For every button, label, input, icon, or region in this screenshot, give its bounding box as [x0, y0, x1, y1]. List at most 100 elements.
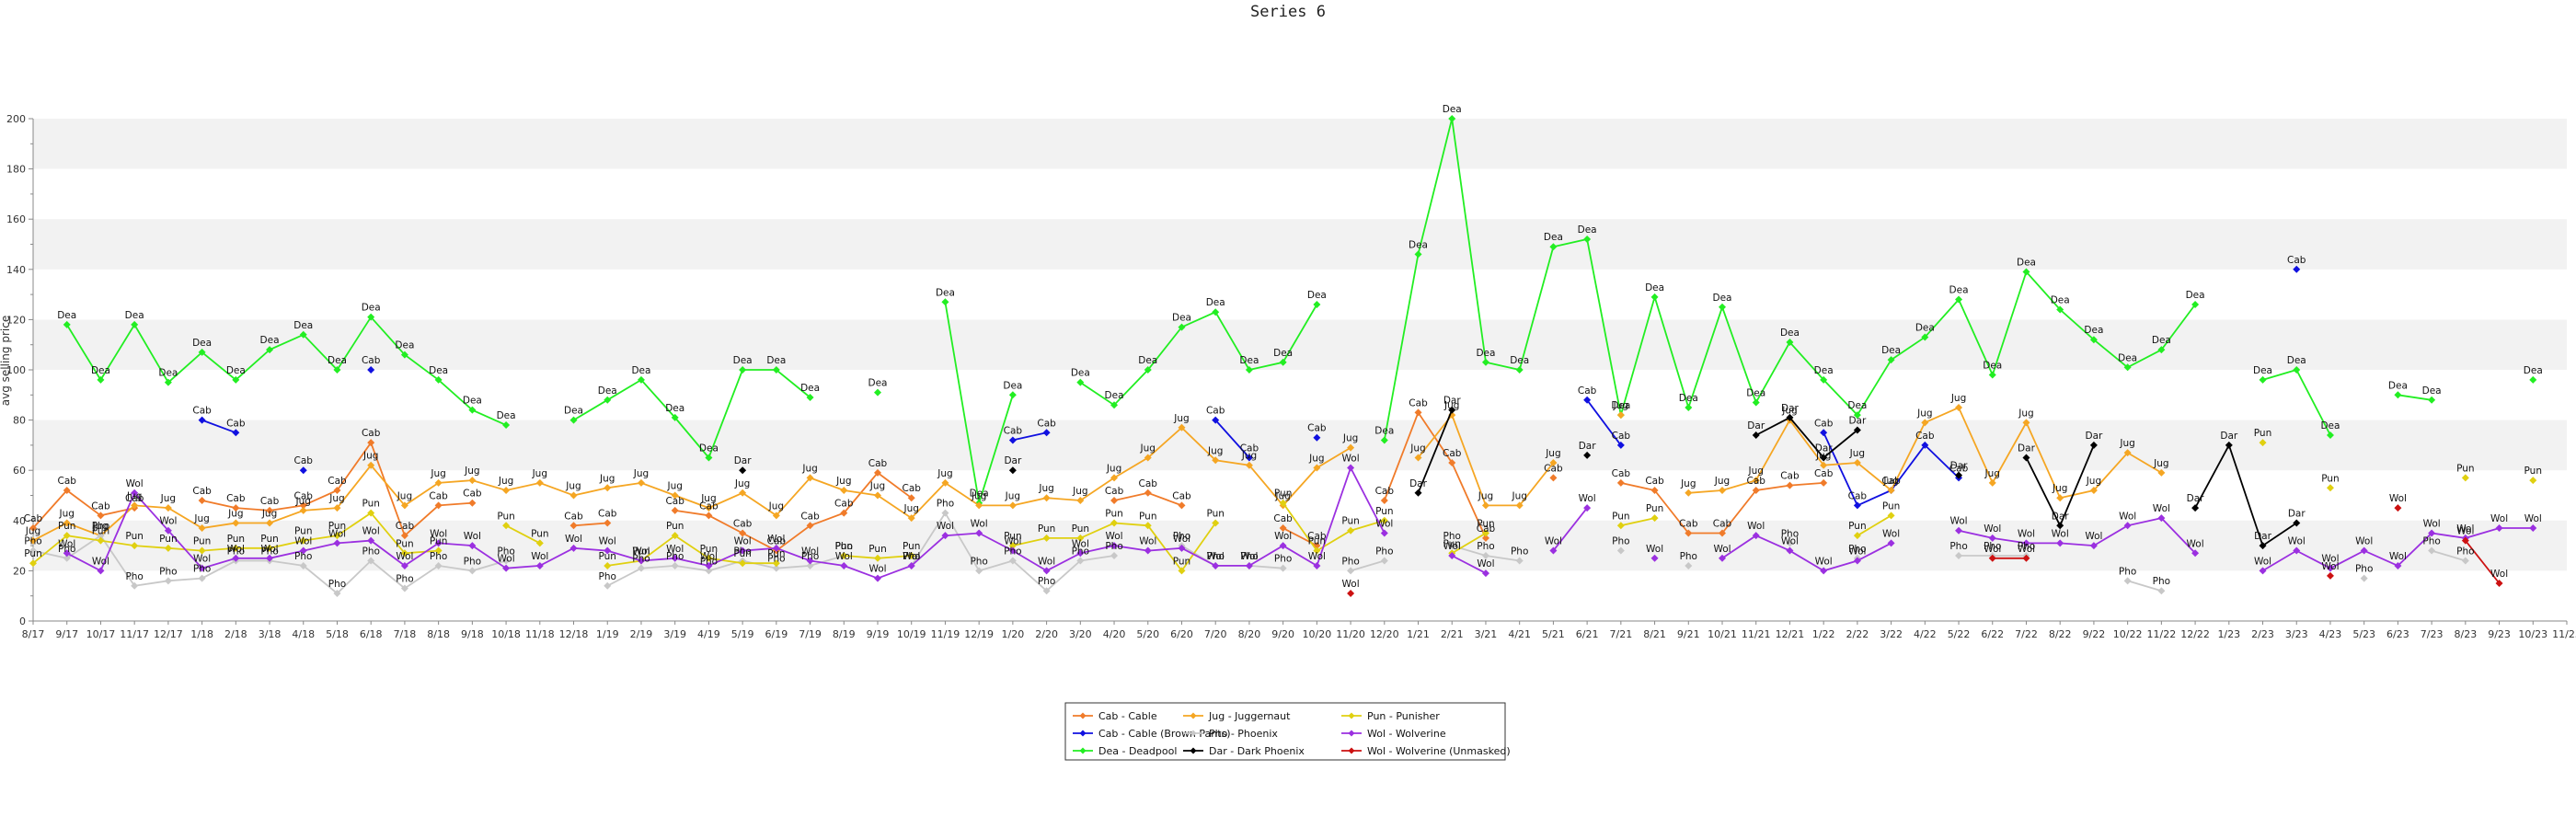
data-point-label: Wol: [2321, 554, 2339, 565]
data-point-label: Wol: [1579, 493, 1596, 504]
data-point: [1212, 456, 1220, 465]
data-point: [941, 532, 949, 540]
data-point-label: Wol: [1072, 538, 1089, 549]
data-point-label: Dea: [1206, 297, 1225, 308]
x-tick-label: 2/21: [1441, 628, 1464, 640]
data-point-label: Pun: [1038, 523, 1055, 535]
data-point-label: Pun: [328, 521, 346, 532]
data-point: [63, 487, 71, 495]
x-tick-label: 12/21: [1776, 628, 1805, 640]
data-point: [1820, 461, 1828, 469]
data-point: [2293, 366, 2301, 374]
data-point-label: Dea: [1544, 232, 1563, 243]
data-point-label: Wol: [2018, 528, 2035, 539]
data-point-label: Wol: [1646, 544, 1663, 555]
data-point-label: Dea: [497, 410, 516, 421]
series-line: [1552, 507, 1588, 552]
data-point: [1347, 526, 1355, 535]
data-point-label: Dar: [1950, 461, 1969, 472]
data-point-label: Cab: [396, 521, 415, 532]
x-tick-label: 7/19: [799, 628, 822, 640]
data-point: [1719, 487, 1726, 495]
legend-label: Cab - Cable: [1098, 710, 1157, 722]
x-tick-label: 6/21: [1576, 628, 1599, 640]
data-point-label: Jug: [126, 490, 142, 501]
data-point-label: Pho: [2456, 546, 2474, 557]
data-point: [806, 561, 814, 569]
series-line: [66, 466, 1386, 580]
data-point-label: Pho: [58, 544, 75, 555]
data-point: [468, 499, 477, 507]
data-point-label: Wol: [903, 551, 920, 562]
data-point-label: Pho: [1004, 546, 1021, 557]
data-point: [1279, 499, 1287, 507]
data-point: [604, 546, 612, 555]
data-point: [1008, 391, 1017, 399]
data-point: [874, 574, 881, 582]
data-point-label: Jug: [25, 526, 40, 537]
data-point-label: Dea: [1510, 355, 1529, 366]
data-point-label: Dea: [564, 406, 583, 417]
data-point: [198, 348, 206, 356]
x-tick-label: 12/22: [2180, 628, 2210, 640]
series-pun-punisher: [29, 439, 2537, 575]
data-point: [1245, 561, 1253, 569]
data-point-label: Pun: [159, 534, 177, 545]
series-line: [1079, 304, 1318, 407]
data-point: [1955, 552, 1963, 560]
data-point-label: Dea: [429, 365, 448, 376]
data-point: [1313, 433, 1321, 442]
data-point-label: Jug: [835, 476, 851, 487]
data-point: [874, 388, 881, 397]
data-point-label: Wol: [937, 521, 954, 532]
data-point: [164, 544, 172, 552]
data-point: [1719, 529, 1726, 537]
data-point-label: Wol: [430, 528, 447, 539]
legend-item: Pho - Phoenix: [1183, 728, 1278, 740]
data-point-label: Jug: [666, 481, 682, 492]
data-point: [400, 561, 408, 569]
data-point-label: Pho: [903, 551, 920, 562]
data-point-label: Wol: [2524, 513, 2542, 524]
data-point-label: Pho: [497, 546, 514, 557]
series-layer: [29, 115, 2537, 597]
data-point: [97, 512, 105, 520]
data-point-label: Pun: [2456, 463, 2474, 474]
data-point: [2360, 574, 2368, 582]
data-point: [333, 366, 341, 374]
series-line: [573, 522, 608, 527]
data-point-label: Pho: [970, 556, 987, 567]
data-point-label: Wol: [1274, 531, 1292, 542]
data-point: [2157, 468, 2166, 477]
data-point: [468, 477, 477, 485]
data-point-label: Wol: [1848, 546, 1866, 557]
data-point-label: Jug: [362, 451, 378, 462]
data-point: [1448, 542, 1456, 550]
x-tick-label: 10/23: [2518, 628, 2547, 640]
data-point-label: Cab: [868, 458, 888, 469]
data-point: [63, 532, 71, 540]
series-line: [606, 555, 845, 587]
data-point: [97, 536, 105, 545]
data-point: [1414, 250, 1422, 259]
data-point-label: Wol: [2119, 511, 2136, 522]
data-point-label: Jug: [1005, 490, 1020, 501]
data-point-label: Dea: [293, 320, 313, 331]
data-point: [1719, 303, 1726, 311]
legend-item: Pun - Punisher: [1341, 710, 1440, 722]
data-point-label: Pun: [1173, 556, 1190, 567]
series-line: [1012, 431, 1047, 442]
data-point-label: Jug: [498, 476, 513, 487]
data-point-label: Wol: [1308, 551, 1326, 562]
data-point: [1347, 589, 1355, 597]
x-tick-label: 2/19: [630, 628, 653, 640]
data-point-label: Pho: [396, 574, 413, 585]
grid-band: [33, 420, 2567, 471]
data-point: [1245, 454, 1253, 462]
data-point: [2056, 305, 2064, 314]
series-line: [1451, 555, 1487, 574]
data-point: [1448, 406, 1456, 414]
series-line: [201, 419, 236, 434]
data-point-label: Pun: [2254, 428, 2271, 439]
